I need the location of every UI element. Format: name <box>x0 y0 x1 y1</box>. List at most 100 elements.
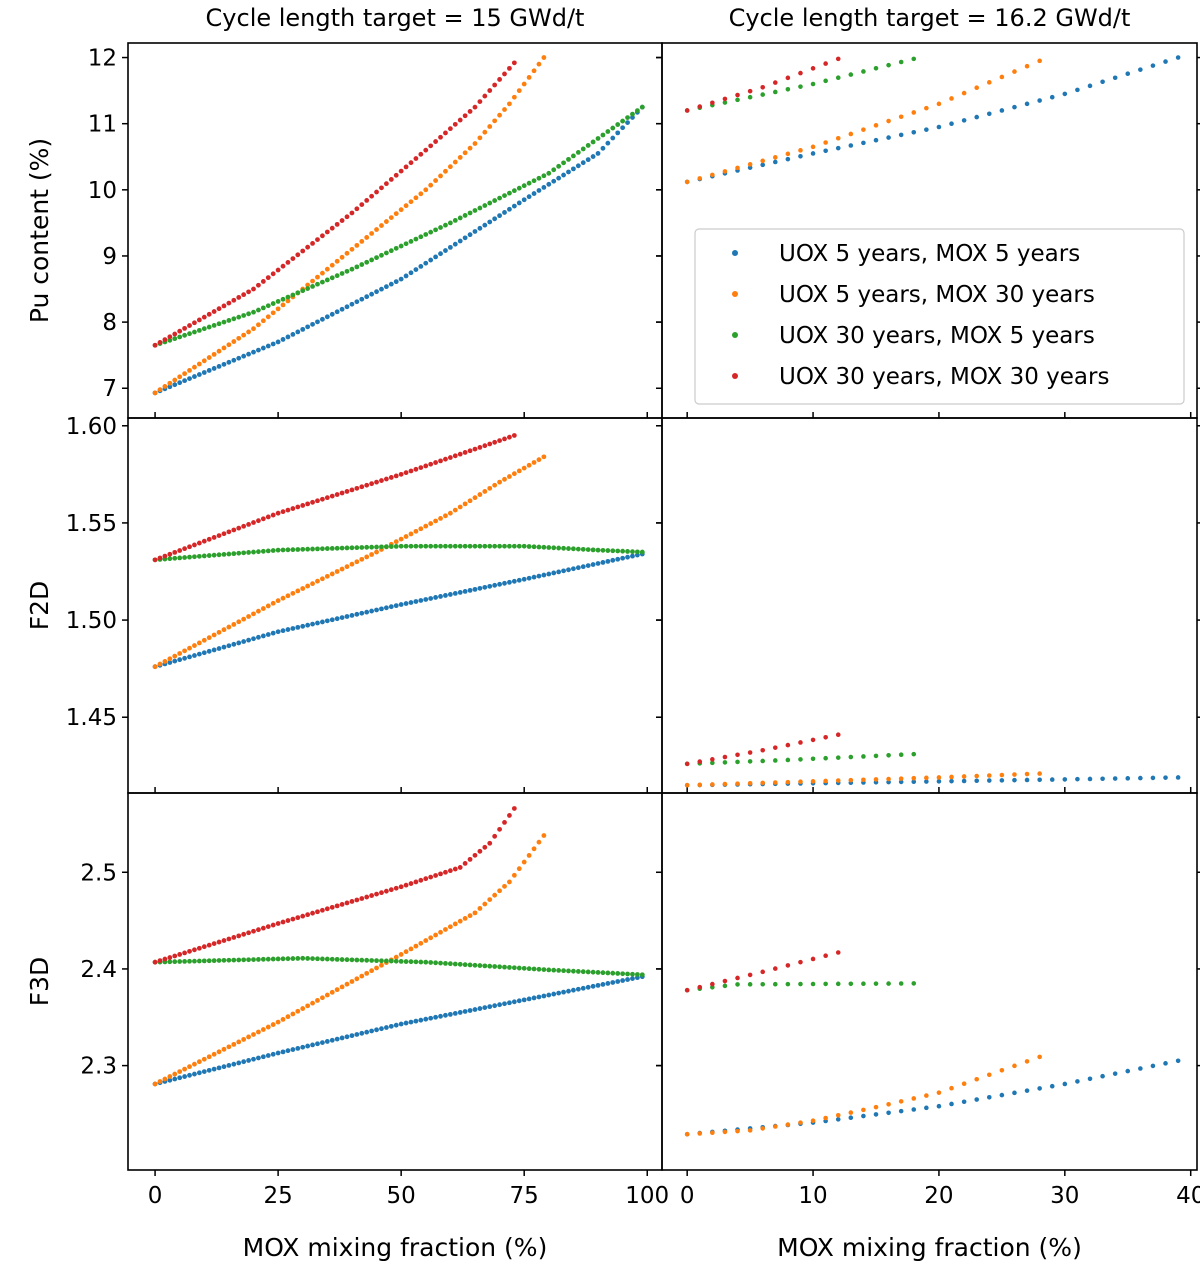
point-uox-5-years-mox-5-years <box>472 229 478 234</box>
point-uox-30-years-mox-30-years <box>428 143 434 149</box>
point-uox-5-years-mox-30-years <box>507 101 512 107</box>
point-uox-30-years-mox-30-years <box>280 509 286 515</box>
point-uox-30-years-mox-5-years <box>236 957 242 963</box>
point-uox-30-years-mox-5-years <box>398 543 404 549</box>
point-uox-5-years-mox-30-years <box>447 510 453 516</box>
point-uox-30-years-mox-30-years <box>256 518 261 524</box>
point-uox-5-years-mox-5-years <box>999 1092 1005 1098</box>
point-uox-5-years-mox-5-years <box>393 1022 399 1028</box>
point-uox-5-years-mox-30-years <box>379 223 384 228</box>
point-uox-5-years-mox-5-years <box>1175 55 1181 60</box>
point-uox-5-years-mox-5-years <box>835 1117 841 1122</box>
point-uox-30-years-mox-30-years <box>433 873 438 878</box>
x-tick-label-c1: 20 <box>924 1183 953 1209</box>
point-uox-5-years-mox-30-years <box>747 1128 753 1133</box>
point-uox-30-years-mox-5-years <box>388 958 394 964</box>
point-uox-5-years-mox-30-years <box>999 1068 1005 1073</box>
point-uox-30-years-mox-5-years <box>772 981 778 987</box>
point-uox-30-years-mox-5-years <box>620 548 626 554</box>
point-uox-5-years-mox-5-years <box>477 1006 483 1011</box>
point-uox-5-years-mox-5-years <box>433 1014 438 1020</box>
point-uox-30-years-mox-30-years <box>462 861 468 866</box>
point-uox-5-years-mox-5-years <box>260 1054 266 1060</box>
point-uox-30-years-mox-5-years <box>256 957 261 962</box>
y-tick-label-r0: 11 <box>88 112 117 138</box>
point-uox-5-years-mox-30-years <box>936 775 942 780</box>
point-uox-30-years-mox-30-years <box>256 927 261 933</box>
point-uox-30-years-mox-5-years <box>364 259 370 265</box>
point-uox-30-years-mox-30-years <box>413 879 419 885</box>
point-uox-30-years-mox-30-years <box>260 516 266 522</box>
point-uox-5-years-mox-5-years <box>305 1043 311 1049</box>
point-uox-30-years-mox-30-years <box>285 260 291 265</box>
point-uox-5-years-mox-30-years <box>315 274 320 280</box>
point-uox-30-years-mox-5-years <box>615 122 621 127</box>
point-uox-30-years-mox-5-years <box>187 554 192 560</box>
point-uox-30-years-mox-30-years <box>379 185 384 191</box>
point-uox-30-years-mox-5-years <box>241 313 247 318</box>
point-uox-30-years-mox-5-years <box>605 970 611 976</box>
point-uox-30-years-mox-5-years <box>467 962 473 968</box>
point-uox-5-years-mox-30-years <box>177 374 183 380</box>
point-uox-5-years-mox-30-years <box>531 460 537 465</box>
point-uox-30-years-mox-30-years <box>270 922 276 928</box>
point-uox-30-years-mox-30-years <box>423 876 429 882</box>
point-uox-30-years-mox-30-years <box>408 881 414 886</box>
point-uox-30-years-mox-30-years <box>157 958 163 964</box>
point-uox-30-years-mox-30-years <box>428 874 434 880</box>
point-uox-30-years-mox-5-years <box>585 143 591 148</box>
point-uox-30-years-mox-5-years <box>369 958 375 963</box>
point-uox-30-years-mox-30-years <box>433 460 438 465</box>
point-uox-30-years-mox-30-years <box>349 210 355 216</box>
point-uox-30-years-mox-5-years <box>251 549 256 555</box>
point-uox-30-years-mox-5-years <box>531 966 537 972</box>
point-uox-5-years-mox-30-years <box>810 1118 816 1123</box>
point-uox-30-years-mox-30-years <box>467 109 473 114</box>
point-uox-30-years-mox-5-years <box>610 125 616 131</box>
point-uox-5-years-mox-5-years <box>898 132 904 138</box>
point-uox-30-years-mox-30-years <box>810 66 816 71</box>
point-uox-30-years-mox-5-years <box>634 972 640 977</box>
point-uox-30-years-mox-30-years <box>722 754 728 760</box>
point-uox-5-years-mox-30-years <box>502 476 507 482</box>
point-uox-30-years-mox-30-years <box>329 904 335 910</box>
point-uox-5-years-mox-5-years <box>364 609 370 615</box>
point-uox-5-years-mox-5-years <box>447 1011 453 1017</box>
point-uox-5-years-mox-30-years <box>290 590 296 596</box>
point-uox-30-years-mox-30-years <box>280 263 286 269</box>
point-uox-5-years-mox-5-years <box>497 581 502 587</box>
point-uox-30-years-mox-5-years <box>315 281 320 287</box>
point-uox-30-years-mox-5-years <box>265 303 271 309</box>
point-uox-30-years-mox-5-years <box>605 129 611 134</box>
point-uox-5-years-mox-30-years <box>477 906 483 911</box>
point-uox-5-years-mox-5-years <box>1112 776 1118 781</box>
point-uox-5-years-mox-30-years <box>511 471 517 477</box>
point-uox-30-years-mox-5-years <box>575 150 581 155</box>
point-uox-5-years-mox-5-years <box>1125 776 1131 781</box>
point-uox-5-years-mox-5-years <box>334 1036 340 1042</box>
x-tick-label-c0: 0 <box>148 1183 163 1209</box>
point-uox-5-years-mox-5-years <box>1062 777 1068 782</box>
point-uox-5-years-mox-5-years <box>211 647 217 653</box>
point-uox-30-years-mox-5-years <box>433 543 438 549</box>
point-uox-5-years-mox-30-years <box>457 918 463 924</box>
point-uox-5-years-mox-30-years <box>911 110 917 115</box>
point-uox-5-years-mox-5-years <box>886 1110 891 1116</box>
point-uox-30-years-mox-30-years <box>196 540 202 546</box>
point-uox-30-years-mox-5-years <box>630 971 635 977</box>
point-uox-30-years-mox-5-years <box>823 981 828 987</box>
point-uox-30-years-mox-5-years <box>285 294 291 300</box>
point-uox-5-years-mox-5-years <box>536 188 542 193</box>
point-uox-30-years-mox-5-years <box>241 957 247 963</box>
point-uox-5-years-mox-5-years <box>241 353 247 359</box>
point-uox-30-years-mox-30-years <box>393 473 399 479</box>
point-uox-5-years-mox-30-years <box>393 211 399 217</box>
point-uox-30-years-mox-30-years <box>835 56 841 62</box>
point-uox-5-years-mox-30-years <box>898 114 904 120</box>
point-uox-30-years-mox-30-years <box>383 181 389 187</box>
point-uox-5-years-mox-30-years <box>320 576 325 582</box>
point-uox-30-years-mox-5-years <box>344 957 350 963</box>
point-uox-30-years-mox-30-years <box>334 221 340 227</box>
point-uox-5-years-mox-5-years <box>536 573 542 579</box>
point-uox-5-years-mox-30-years <box>684 782 690 788</box>
